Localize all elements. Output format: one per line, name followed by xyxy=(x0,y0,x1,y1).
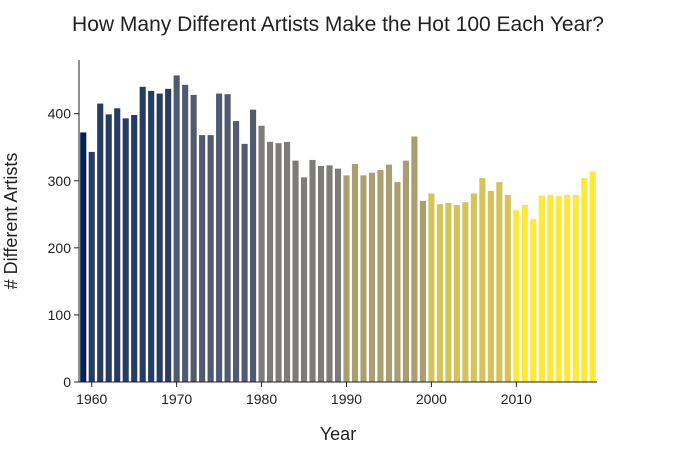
bar-1968[interactable] xyxy=(156,93,163,382)
bar-1995[interactable] xyxy=(385,164,392,382)
bars-group xyxy=(80,75,596,383)
y-axis-title: # Different Artists xyxy=(1,153,21,290)
bar-2011[interactable] xyxy=(521,204,528,382)
bar-1974[interactable] xyxy=(207,135,214,382)
bar-1970[interactable] xyxy=(173,75,180,383)
bar-1984[interactable] xyxy=(292,160,299,383)
bar-2014[interactable] xyxy=(547,194,554,382)
bar-1961[interactable] xyxy=(97,103,104,382)
bar-1999[interactable] xyxy=(419,200,426,383)
bar-1981[interactable] xyxy=(267,141,274,382)
x-tick-label: 2010 xyxy=(501,391,532,407)
chart-title: How Many Different Artists Make the Hot … xyxy=(72,13,604,36)
bar-2013[interactable] xyxy=(538,195,545,382)
y-tick-label: 200 xyxy=(48,240,72,256)
bar-1960[interactable] xyxy=(88,151,95,382)
x-tick-label: 2000 xyxy=(416,391,447,407)
bar-2015[interactable] xyxy=(555,196,562,382)
bar-2019[interactable] xyxy=(589,171,596,382)
bar-2003[interactable] xyxy=(453,204,460,382)
y-tick-label: 400 xyxy=(48,106,72,122)
bar-1986[interactable] xyxy=(309,159,316,382)
y-tick-label: 300 xyxy=(48,173,72,189)
bar-1989[interactable] xyxy=(334,168,342,382)
x-tick-label: 1980 xyxy=(246,391,277,407)
bar-1962[interactable] xyxy=(105,114,112,382)
x-axis-title: Year xyxy=(320,424,356,444)
bar-1959[interactable] xyxy=(80,132,87,382)
bar-1988[interactable] xyxy=(326,165,333,382)
bar-1964[interactable] xyxy=(122,118,129,383)
bar-2001[interactable] xyxy=(436,204,443,382)
bar-1987[interactable] xyxy=(317,165,325,382)
bar-1966[interactable] xyxy=(139,86,146,382)
axes-group: 0 100 200 300 400 1960 1970 1980 1990 2000 2010 xyxy=(48,60,597,407)
bar-2009[interactable] xyxy=(504,194,511,382)
bar-1980[interactable] xyxy=(258,125,265,383)
bar-2006[interactable] xyxy=(479,178,486,382)
bar-1979[interactable] xyxy=(250,109,257,382)
bar-2005[interactable] xyxy=(470,193,477,383)
bar-1992[interactable] xyxy=(360,175,367,382)
bar-2007[interactable] xyxy=(487,190,494,382)
bar-1971[interactable] xyxy=(182,84,189,382)
bar-2010[interactable] xyxy=(513,210,520,382)
bar-2012[interactable] xyxy=(530,218,537,382)
bar-1997[interactable] xyxy=(402,160,409,383)
bar-1996[interactable] xyxy=(394,182,401,382)
bar-1965[interactable] xyxy=(131,115,138,382)
x-tick-label: 1960 xyxy=(76,391,107,407)
bar-1963[interactable] xyxy=(114,108,121,383)
bar-1977[interactable] xyxy=(233,121,240,383)
bar-1991[interactable] xyxy=(351,163,359,382)
bar-1998[interactable] xyxy=(411,136,418,382)
y-tick-label: 0 xyxy=(63,374,71,390)
x-tick-label: 1970 xyxy=(161,391,192,407)
bar-1967[interactable] xyxy=(148,90,155,383)
bar-2018[interactable] xyxy=(581,178,588,382)
bar-2016[interactable] xyxy=(564,194,571,382)
bar-1972[interactable] xyxy=(190,94,197,382)
bar-1993[interactable] xyxy=(368,172,376,382)
bar-1990[interactable] xyxy=(343,175,350,382)
bar-1994[interactable] xyxy=(377,170,384,382)
y-tick-label: 100 xyxy=(48,307,72,323)
bar-1973[interactable] xyxy=(199,135,206,382)
bar-1975[interactable] xyxy=(216,93,223,382)
bar-1982[interactable] xyxy=(275,143,282,382)
bar-1969[interactable] xyxy=(165,88,172,382)
bar-2002[interactable] xyxy=(445,202,452,382)
bar-1983[interactable] xyxy=(283,141,291,382)
bar-2008[interactable] xyxy=(496,182,503,382)
bar-2017[interactable] xyxy=(572,194,579,382)
bar-1978[interactable] xyxy=(241,143,248,382)
bar-1985[interactable] xyxy=(300,177,308,382)
x-tick-label: 1990 xyxy=(331,391,362,407)
bar-1976[interactable] xyxy=(224,94,231,383)
bar-2000[interactable] xyxy=(428,193,435,383)
bar-2004[interactable] xyxy=(462,202,469,382)
